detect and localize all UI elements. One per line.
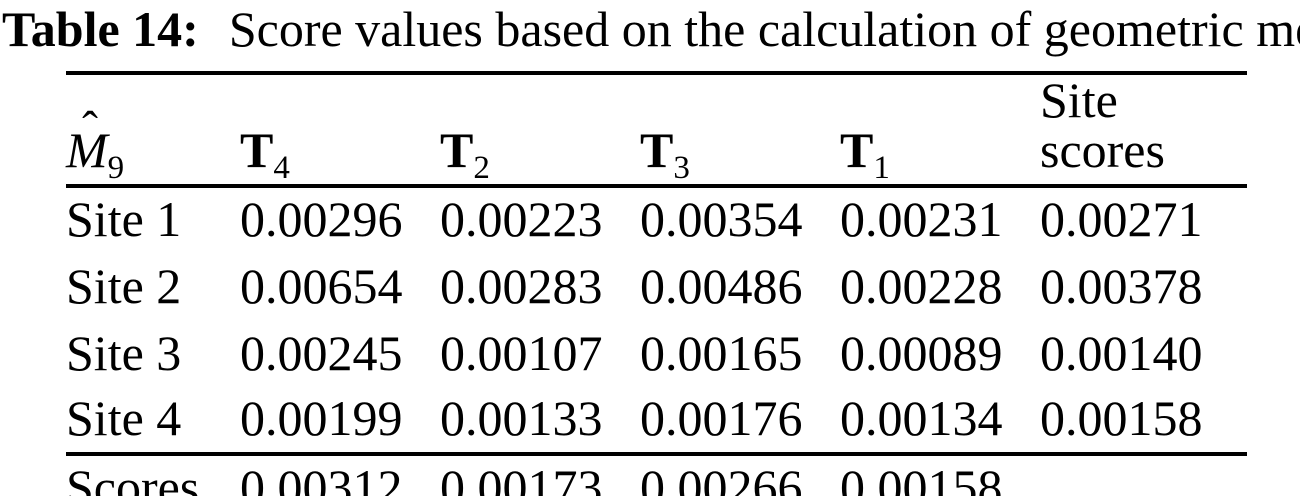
header-t3: T3: [640, 73, 840, 188]
table-row-site-2: Site 2 0.00654 0.00283 0.00486 0.00228 0…: [66, 253, 1247, 320]
cell-value: 0.00228: [840, 258, 1003, 314]
table-row-site-3: Site 3 0.00245 0.00107 0.00165 0.00089 0…: [66, 320, 1247, 387]
cell-value: 0.00107: [440, 325, 603, 381]
row-label: Site 4: [66, 387, 240, 456]
cell-value: 0.00223: [440, 191, 603, 247]
corner-subscript: 9: [107, 150, 125, 186]
cell-value: 0.00266: [640, 458, 803, 496]
row-label: Site 2: [66, 258, 182, 314]
cell-value: 0.00173: [440, 458, 603, 496]
cell-value: 0.00133: [440, 387, 640, 456]
cell-value: 0.00199: [240, 387, 440, 456]
cell-value: 0.00378: [1040, 258, 1203, 314]
table-row-site-4: Site 4 0.00199 0.00133 0.00176 0.00134 0…: [66, 387, 1247, 456]
cell-value: 0.00312: [240, 458, 403, 496]
row-label: Site 1: [66, 191, 182, 247]
table-caption-label: Table 14:: [2, 1, 199, 57]
table-row-site-1: Site 1 0.00296 0.00223 0.00354 0.00231 0…: [66, 186, 1247, 253]
table-caption-text: Score values based on the calculation of…: [228, 1, 1300, 57]
cell-value: 0.00486: [640, 258, 803, 314]
header-corner-mhat9: ˆ M9: [66, 73, 240, 188]
cell-value-empty: [1040, 454, 1247, 496]
header-t1: T1: [840, 73, 1040, 188]
cell-value: 0.00245: [240, 325, 403, 381]
cell-value: 0.00176: [640, 387, 840, 456]
row-label: Scores: [66, 458, 200, 496]
cell-value: 0.00140: [1040, 325, 1203, 381]
cell-value: 0.00271: [1040, 191, 1203, 247]
cell-value: 0.00283: [440, 258, 603, 314]
header-t2: T2: [440, 73, 640, 188]
cell-value: 0.00654: [240, 258, 403, 314]
cell-value: 0.00158: [840, 458, 1003, 496]
cell-value: 0.00158: [1040, 387, 1247, 456]
header-t4: T4: [240, 73, 440, 188]
cell-value: 0.00296: [240, 191, 403, 247]
cell-value: 0.00231: [840, 191, 1003, 247]
header-row: ˆ M9 T4 T2 T3 T1 Site scores: [66, 73, 1247, 188]
cell-value: 0.00354: [640, 191, 803, 247]
score-table: ˆ M9 T4 T2 T3 T1 Site scores Site 1 0.002…: [66, 71, 1247, 496]
row-label: Site 3: [66, 325, 182, 381]
table-caption: Table 14: Score values based on the calcu…: [0, 0, 1300, 57]
cell-value: 0.00089: [840, 325, 1003, 381]
cell-value: 0.00134: [840, 387, 1040, 456]
hat-accent: ˆ: [82, 103, 98, 155]
header-site-scores: Site scores: [1040, 73, 1247, 188]
table-row-scores: Scores 0.00312 0.00173 0.00266 0.00158: [66, 454, 1247, 496]
cell-value: 0.00165: [640, 325, 803, 381]
